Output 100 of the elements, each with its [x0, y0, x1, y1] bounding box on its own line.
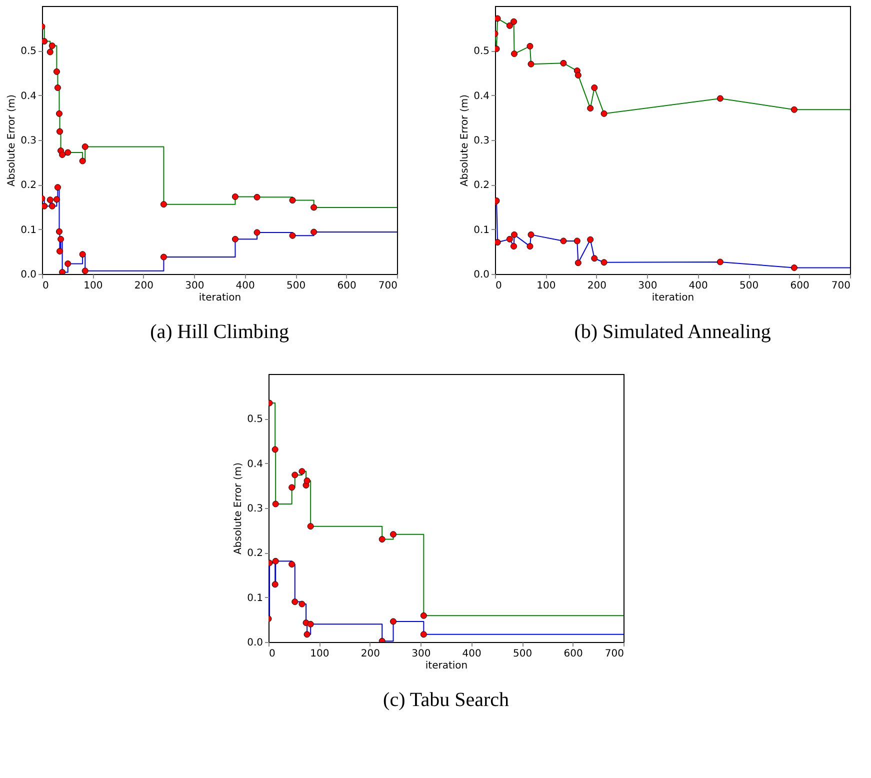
- point: [378, 536, 386, 543]
- point: [587, 105, 594, 112]
- point: [420, 631, 427, 638]
- point: [254, 229, 260, 236]
- point: [42, 202, 48, 210]
- y-tick-label: 0.4: [20, 90, 36, 102]
- x-tick-label: 300: [412, 648, 431, 660]
- point: [560, 60, 567, 66]
- x-axis-title: iteration: [198, 292, 242, 304]
- point: [420, 612, 427, 619]
- point: [716, 95, 724, 102]
- point: [310, 228, 318, 236]
- x-tick-label: 200: [587, 280, 606, 292]
- point: [511, 231, 518, 238]
- point: [526, 243, 534, 250]
- point: [64, 260, 72, 267]
- point: [304, 631, 310, 638]
- point: [310, 204, 318, 211]
- point: [560, 238, 567, 244]
- point: [587, 236, 594, 243]
- point: [42, 38, 48, 45]
- point: [289, 197, 296, 204]
- x-tick-label: 700: [378, 280, 398, 292]
- text: (b) Simulated Annealing: [574, 321, 771, 343]
- point: [790, 264, 798, 271]
- point: [716, 258, 724, 266]
- text: (c) Tabu Search: [383, 689, 509, 711]
- y-tick-label: 0.3: [247, 504, 263, 514]
- x-tick-label: 700: [831, 280, 850, 292]
- point: [510, 18, 518, 25]
- point: [79, 158, 86, 164]
- point: [298, 600, 306, 608]
- point: [495, 15, 501, 22]
- y-tick-label: 0.0: [474, 270, 490, 280]
- y-axis-title: Absolute Error (m): [460, 94, 471, 186]
- point: [511, 50, 518, 58]
- point: [53, 196, 60, 203]
- point: [56, 110, 62, 117]
- point: [574, 238, 580, 244]
- point: [510, 243, 518, 250]
- x-tick-label: 100: [536, 280, 556, 292]
- point: [790, 106, 798, 113]
- y-tick-label: 0.2: [247, 548, 263, 560]
- point: [292, 472, 298, 478]
- x-tick-label: 100: [310, 648, 330, 660]
- y-tick-label: 0.0: [20, 270, 36, 280]
- point: [288, 484, 296, 491]
- x-tick-label: 400: [688, 280, 708, 292]
- point: [390, 531, 397, 538]
- point: [254, 194, 260, 200]
- point: [307, 523, 314, 530]
- x-tick-label: 300: [638, 280, 658, 292]
- y-tick-label: 0.3: [20, 136, 36, 146]
- y-tick-label: 0.5: [247, 414, 263, 426]
- point: [56, 128, 63, 135]
- x-tick-label: 600: [337, 280, 356, 292]
- x-axis-title: iteration: [425, 660, 468, 672]
- point: [56, 248, 63, 254]
- point: [272, 446, 278, 453]
- x-tick-label: 100: [84, 280, 103, 292]
- point: [79, 251, 86, 258]
- point: [289, 232, 296, 239]
- x-tick-label: 500: [740, 280, 759, 292]
- y-tick-label: 0.5: [474, 46, 490, 58]
- point: [600, 110, 608, 117]
- text: (a) Hill Climbing: [150, 321, 289, 343]
- y-tick-label: 0.5: [20, 46, 36, 58]
- point: [574, 72, 582, 78]
- x-tick-label: 200: [134, 280, 154, 292]
- x-tick-label: 0: [42, 280, 49, 292]
- point: [528, 60, 534, 68]
- point: [54, 184, 61, 191]
- point: [59, 151, 66, 158]
- point: [304, 478, 310, 484]
- point: [526, 42, 534, 50]
- point: [298, 468, 306, 475]
- y-tick-label: 0.0: [247, 638, 263, 648]
- point: [232, 193, 238, 200]
- point: [600, 259, 608, 266]
- x-tick-label: 600: [790, 280, 810, 292]
- point: [288, 561, 296, 568]
- point: [53, 68, 60, 75]
- point: [272, 500, 279, 508]
- x-tick-label: 600: [564, 648, 583, 660]
- point: [495, 239, 501, 246]
- point: [59, 268, 66, 274]
- x-tick-label: 200: [360, 648, 380, 660]
- x-tick-label: 0: [496, 280, 502, 292]
- point: [48, 202, 56, 210]
- y-tick-label: 0.3: [474, 136, 490, 146]
- point: [46, 48, 54, 56]
- point: [160, 254, 167, 260]
- point: [58, 236, 64, 242]
- point: [56, 228, 62, 235]
- point: [272, 558, 279, 564]
- point: [307, 620, 314, 628]
- y-tick-label: 0.2: [20, 180, 36, 192]
- point: [54, 84, 61, 91]
- point: [272, 581, 278, 588]
- point: [232, 236, 238, 242]
